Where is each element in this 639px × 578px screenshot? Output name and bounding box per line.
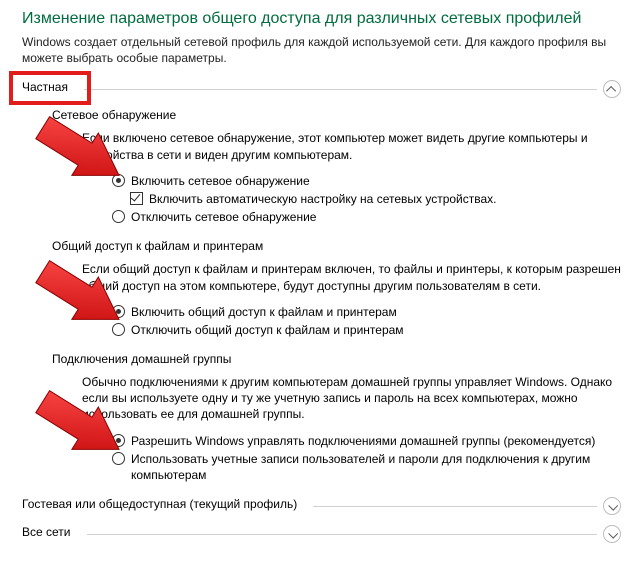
radio-label: Включить сетевое обнаружение (131, 173, 310, 189)
radio-fileshare-off[interactable]: Отключить общий доступ к файлам и принте… (112, 322, 621, 338)
section-network-discovery-desc: Если включено сетевое обнаружение, этот … (82, 130, 621, 162)
checkbox-netdisc-auto[interactable]: Включить автоматическую настройку на сет… (130, 191, 621, 207)
radio-homegroup-windows[interactable]: Разрешить Windows управлять подключениям… (112, 433, 621, 449)
accordion-guest-label: Гостевая или общедоступная (текущий проф… (22, 497, 305, 511)
checkbox-label: Включить автоматическую настройку на сет… (149, 191, 497, 207)
radio-icon (112, 323, 125, 336)
accordion-rule (84, 89, 597, 90)
page-subtitle: Windows создает отдельный сетевой профил… (22, 34, 621, 66)
checkbox-icon (130, 192, 143, 205)
accordion-all-networks[interactable]: Все сети (22, 525, 621, 547)
chevron-down-icon (603, 525, 621, 543)
radio-label: Отключить сетевое обнаружение (131, 209, 316, 225)
section-network-discovery-title: Сетевое обнаружение (52, 108, 621, 122)
radio-icon (112, 305, 125, 318)
accordion-guest[interactable]: Гостевая или общедоступная (текущий проф… (22, 497, 621, 519)
section-file-sharing-desc: Если общий доступ к файлам и принтерам в… (82, 261, 621, 293)
radio-fileshare-on[interactable]: Включить общий доступ к файлам и принтер… (112, 304, 621, 320)
accordion-rule (313, 506, 597, 507)
section-file-sharing-title: Общий доступ к файлам и принтерам (52, 239, 621, 253)
radio-netdisc-off[interactable]: Отключить сетевое обнаружение (112, 209, 621, 225)
radio-icon (112, 452, 125, 465)
accordion-private-label: Частная (22, 80, 76, 94)
radio-label: Разрешить Windows управлять подключениям… (131, 433, 595, 449)
radio-label: Включить общий доступ к файлам и принтер… (131, 304, 397, 320)
accordion-all-label: Все сети (22, 525, 79, 539)
radio-label: Отключить общий доступ к файлам и принте… (131, 322, 404, 338)
accordion-rule (87, 534, 597, 535)
section-homegroup-desc: Обычно подключениями к другим компьютера… (82, 374, 621, 423)
radio-icon (112, 434, 125, 447)
radio-label: Использовать учетные записи пользователе… (131, 451, 621, 483)
radio-netdisc-on[interactable]: Включить сетевое обнаружение (112, 173, 621, 189)
accordion-private[interactable]: Частная (22, 80, 621, 102)
radio-icon (112, 174, 125, 187)
chevron-up-icon (603, 80, 621, 98)
page-title: Изменение параметров общего доступа для … (22, 10, 621, 28)
section-homegroup-title: Подключения домашней группы (52, 352, 621, 366)
radio-icon (112, 210, 125, 223)
radio-homegroup-user[interactable]: Использовать учетные записи пользователе… (112, 451, 621, 483)
chevron-down-icon (603, 497, 621, 515)
